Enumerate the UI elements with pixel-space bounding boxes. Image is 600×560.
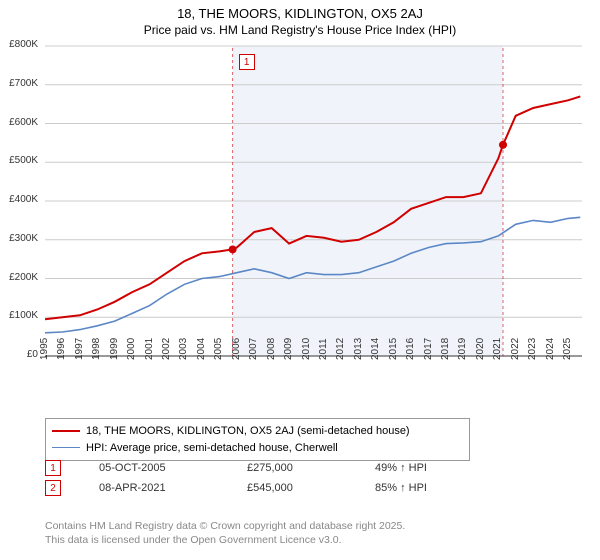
legend-swatch bbox=[52, 430, 80, 432]
ref-date: 08-APR-2021 bbox=[99, 482, 209, 494]
x-tick-label: 2002 bbox=[161, 338, 172, 360]
x-tick-label: 2013 bbox=[353, 338, 364, 360]
x-tick-label: 2012 bbox=[335, 338, 346, 360]
x-tick-label: 1995 bbox=[39, 338, 50, 360]
x-tick-label: 1998 bbox=[91, 338, 102, 360]
x-tick-label: 2001 bbox=[144, 338, 155, 360]
x-tick-label: 2000 bbox=[126, 338, 137, 360]
x-tick-label: 2007 bbox=[248, 338, 259, 360]
ref-price: £545,000 bbox=[247, 482, 337, 494]
ref-pct: 49% ↑ HPI bbox=[375, 462, 427, 474]
x-tick-label: 2009 bbox=[283, 338, 294, 360]
x-tick-label: 2023 bbox=[527, 338, 538, 360]
ref-price: £275,000 bbox=[247, 462, 337, 474]
footer-line1: Contains HM Land Registry data © Crown c… bbox=[45, 520, 405, 534]
legend-row: 18, THE MOORS, KIDLINGTON, OX5 2AJ (semi… bbox=[52, 423, 463, 440]
chart-title: 18, THE MOORS, KIDLINGTON, OX5 2AJ bbox=[0, 6, 600, 21]
plot-svg bbox=[45, 42, 590, 382]
x-tick-label: 2025 bbox=[562, 338, 573, 360]
ref-pct: 85% ↑ HPI bbox=[375, 482, 427, 494]
x-tick-label: 2003 bbox=[178, 338, 189, 360]
legend-row: HPI: Average price, semi-detached house,… bbox=[52, 440, 463, 457]
y-tick-label: £400K bbox=[0, 194, 42, 205]
x-tick-label: 2020 bbox=[475, 338, 486, 360]
legend-swatch bbox=[52, 447, 80, 448]
chart-subtitle: Price paid vs. HM Land Registry's House … bbox=[0, 23, 600, 37]
x-tick-label: 2021 bbox=[492, 338, 503, 360]
ref-number-box: 2 bbox=[45, 480, 61, 496]
x-tick-label: 2005 bbox=[213, 338, 224, 360]
y-tick-label: £0 bbox=[0, 349, 42, 360]
chart-container: 18, THE MOORS, KIDLINGTON, OX5 2AJ Price… bbox=[0, 0, 600, 560]
footer-attribution: Contains HM Land Registry data © Crown c… bbox=[45, 520, 405, 547]
y-tick-label: £800K bbox=[0, 39, 42, 50]
x-tick-label: 2019 bbox=[457, 338, 468, 360]
x-tick-label: 2004 bbox=[196, 338, 207, 360]
y-tick-label: £600K bbox=[0, 117, 42, 128]
x-tick-label: 2016 bbox=[405, 338, 416, 360]
marker-ref-box: 1 bbox=[239, 54, 255, 70]
x-tick-label: 2015 bbox=[388, 338, 399, 360]
footer-line2: This data is licensed under the Open Gov… bbox=[45, 534, 405, 548]
legend-label: HPI: Average price, semi-detached house,… bbox=[86, 440, 338, 457]
marker-dot bbox=[229, 245, 237, 253]
y-tick-label: £300K bbox=[0, 233, 42, 244]
ref-row: 1 05-OCT-2005 £275,000 49% ↑ HPI bbox=[45, 460, 427, 476]
y-tick-label: £500K bbox=[0, 155, 42, 166]
x-tick-label: 2010 bbox=[301, 338, 312, 360]
x-tick-label: 2017 bbox=[423, 338, 434, 360]
x-tick-label: 2024 bbox=[545, 338, 556, 360]
x-tick-label: 2011 bbox=[318, 338, 329, 360]
x-tick-label: 2008 bbox=[266, 338, 277, 360]
x-tick-label: 1999 bbox=[109, 338, 120, 360]
ref-row: 2 08-APR-2021 £545,000 85% ↑ HPI bbox=[45, 480, 427, 496]
legend-box: 18, THE MOORS, KIDLINGTON, OX5 2AJ (semi… bbox=[45, 418, 470, 461]
x-tick-label: 2006 bbox=[231, 338, 242, 360]
x-tick-label: 2014 bbox=[370, 338, 381, 360]
title-block: 18, THE MOORS, KIDLINGTON, OX5 2AJ Price… bbox=[0, 0, 600, 37]
x-tick-label: 1997 bbox=[74, 338, 85, 360]
ref-date: 05-OCT-2005 bbox=[99, 462, 209, 474]
ref-number-box: 1 bbox=[45, 460, 61, 476]
reference-table: 1 05-OCT-2005 £275,000 49% ↑ HPI 2 08-APR-202… bbox=[45, 460, 427, 500]
y-tick-label: £700K bbox=[0, 78, 42, 89]
legend-label: 18, THE MOORS, KIDLINGTON, OX5 2AJ (semi… bbox=[86, 423, 410, 440]
x-tick-label: 1996 bbox=[56, 338, 67, 360]
x-tick-label: 2018 bbox=[440, 338, 451, 360]
x-tick-label: 2022 bbox=[510, 338, 521, 360]
marker-dot bbox=[499, 141, 507, 149]
y-tick-label: £100K bbox=[0, 310, 42, 321]
y-tick-label: £200K bbox=[0, 272, 42, 283]
